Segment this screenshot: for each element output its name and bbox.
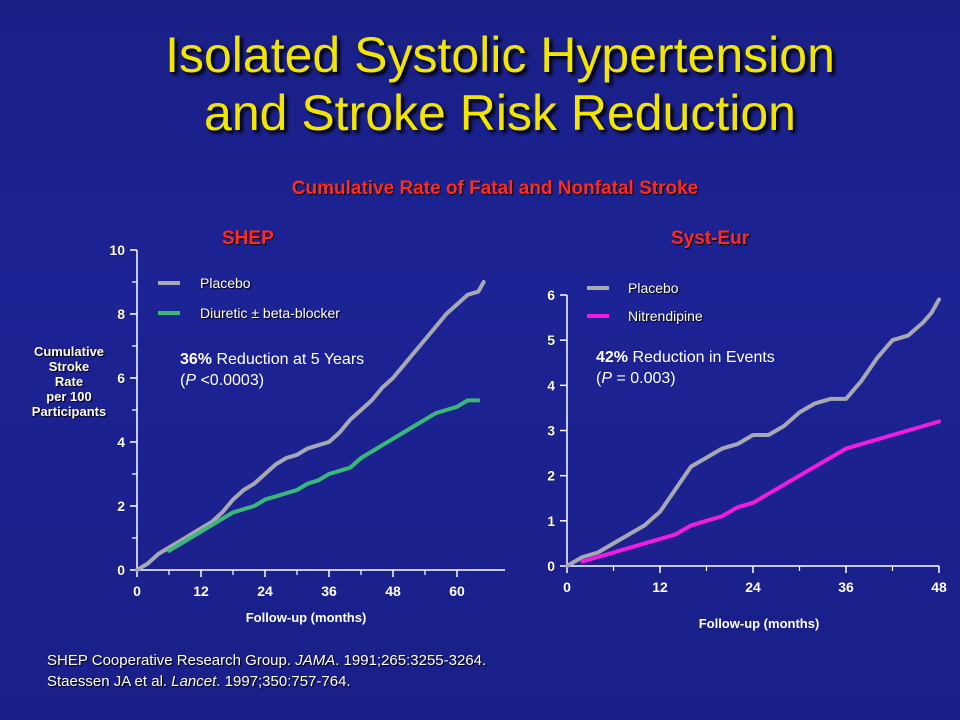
systeur-x-tick-label: 48 <box>931 579 947 595</box>
systeur-y-tick-label: 0 <box>547 558 555 574</box>
chart-subtitle: Cumulative Rate of Fatal and Nonfatal St… <box>291 178 699 199</box>
systeur-annotation-line-2: (P = 0.003) <box>596 370 676 387</box>
systeur-series-0-line <box>565 297 941 568</box>
systeur-y-tick-label: 6 <box>547 287 555 303</box>
systeur-series-1-line <box>580 419 941 564</box>
shep-annotation-line-1: 36% Reduction at 5 Years <box>180 351 364 368</box>
shep-y-tick-label: 10 <box>109 242 125 258</box>
title-line-2: and Stroke Risk Reduction <box>204 85 796 141</box>
shep-legend-label-1: Diuretic ± beta-blocker <box>200 305 340 321</box>
systeur-x-tick-label: 36 <box>838 579 854 595</box>
systeur-y-tick-label: 2 <box>547 468 555 484</box>
shep-legend-label-0: Placebo <box>200 275 251 291</box>
shep-panel-title: SHEP <box>222 228 274 249</box>
shep-y-tick-label: 8 <box>117 306 125 322</box>
slide-title: Isolated Systolic Hypertension and Strok… <box>40 26 960 142</box>
systeur-panel-title: Syst-Eur <box>671 228 750 249</box>
systeur-x-tick-label: 24 <box>745 579 761 595</box>
title-line-1: Isolated Systolic Hypertension <box>165 27 835 83</box>
systeur-annotation-line-1: 42% Reduction in Events <box>596 349 775 366</box>
shep-y-tick-label: 0 <box>117 562 125 578</box>
shep-x-tick-label: 60 <box>449 583 465 599</box>
systeur-y-tick-label: 3 <box>547 423 555 439</box>
shep-x-axis-label: Follow-up (months) <box>246 610 367 625</box>
shep-y-tick-label: 2 <box>117 498 125 514</box>
shep-y-tick-label: 4 <box>117 434 125 450</box>
systeur-y-tick-label: 1 <box>547 513 555 529</box>
systeur-y-tick-label: 4 <box>547 377 555 393</box>
systeur-x-tick-label: 12 <box>652 579 668 595</box>
shep-x-tick-label: 36 <box>321 583 337 599</box>
reference-shep: SHEP Cooperative Research Group. JAMA. 1… <box>47 652 487 669</box>
systeur-x-axis-label: Follow-up (months) <box>699 616 820 631</box>
shep-x-tick-label: 0 <box>133 583 141 599</box>
shep-series-1-line <box>167 398 481 553</box>
shep-y-tick-label: 6 <box>117 370 125 386</box>
references: SHEP Cooperative Research Group. JAMA. 1… <box>47 650 486 692</box>
shep-x-tick-label: 48 <box>385 583 401 599</box>
systeur-legend-label-1: Nitrendipine <box>628 308 703 324</box>
systeur-y-tick-label: 5 <box>547 332 555 348</box>
systeur-legend-label-0: Placebo <box>628 280 679 296</box>
systeur-x-tick-label: 0 <box>563 579 571 595</box>
reference-syst-eur: Staessen JA et al. Lancet. 1997;350:757-… <box>47 673 351 690</box>
shep-x-tick-label: 12 <box>193 583 209 599</box>
shep-series-0-line <box>135 280 486 572</box>
shep-y-axis-label: Cumulative Stroke Rate per 100 Participa… <box>31 344 107 419</box>
shep-annotation-line-2: (P <0.0003) <box>180 372 264 389</box>
shep-x-tick-label: 24 <box>257 583 273 599</box>
